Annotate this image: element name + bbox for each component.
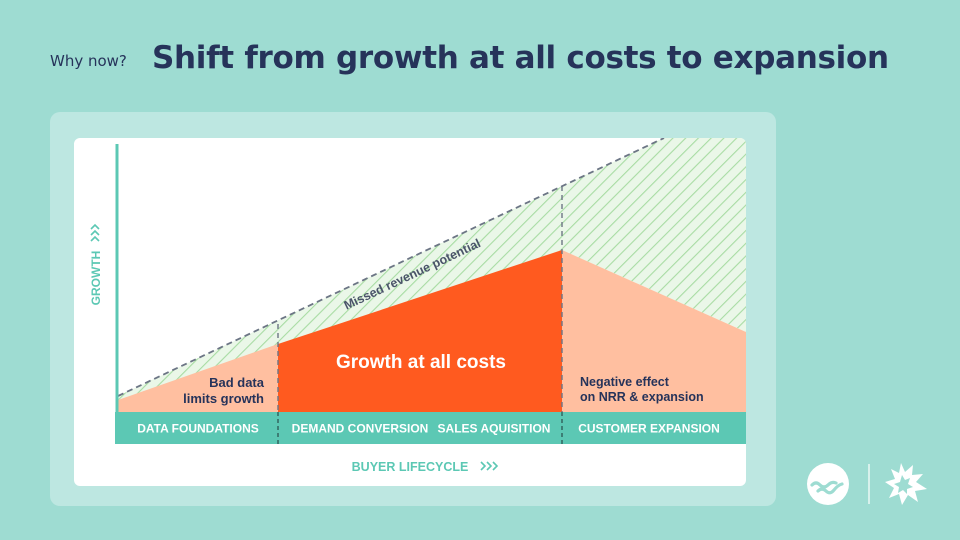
lifecycle-diagram: DATA FOUNDATIONS DEMAND CONVERSION SALES… xyxy=(89,138,746,474)
stage-label-demand-conversion: DEMAND CONVERSION xyxy=(292,422,429,436)
brand-wave-logo xyxy=(807,463,849,505)
stage-label-sales-aquisition: SALES AQUISITION xyxy=(438,422,551,436)
page-title: Shift from growth at all costs to expans… xyxy=(152,40,889,76)
brand-burst-logo xyxy=(885,463,927,505)
brand-logos xyxy=(806,462,930,506)
data-foundations-area xyxy=(118,344,278,412)
diagram-card: DATA FOUNDATIONS DEMAND CONVERSION SALES… xyxy=(74,138,746,486)
x-axis-label: BUYER LIFECYCLE xyxy=(352,460,469,474)
negative-effect-label-line2: on NRR & expansion xyxy=(580,390,704,404)
growth-at-all-costs-area xyxy=(278,250,562,412)
growth-at-all-costs-label: Growth at all costs xyxy=(336,352,506,373)
kicker-text: Why now? xyxy=(50,52,127,70)
stage-bar xyxy=(115,412,746,444)
y-axis-chevrons-icon xyxy=(90,223,100,242)
customer-expansion-area xyxy=(562,250,746,412)
y-axis-title: GROWTH xyxy=(89,251,103,306)
missed-potential-line xyxy=(117,138,665,397)
x-axis-chevrons-icon xyxy=(480,461,499,471)
bad-data-label-line2: limits growth xyxy=(183,391,264,406)
negative-effect-label-line1: Negative effect xyxy=(580,375,670,389)
stage-label-data-foundations: DATA FOUNDATIONS xyxy=(137,422,259,436)
bad-data-label-line1: Bad data xyxy=(209,375,265,390)
stage-label-customer-expansion: CUSTOMER EXPANSION xyxy=(578,422,720,436)
missed-potential-area xyxy=(118,138,746,400)
y-axis-label: GROWTH xyxy=(89,251,103,306)
